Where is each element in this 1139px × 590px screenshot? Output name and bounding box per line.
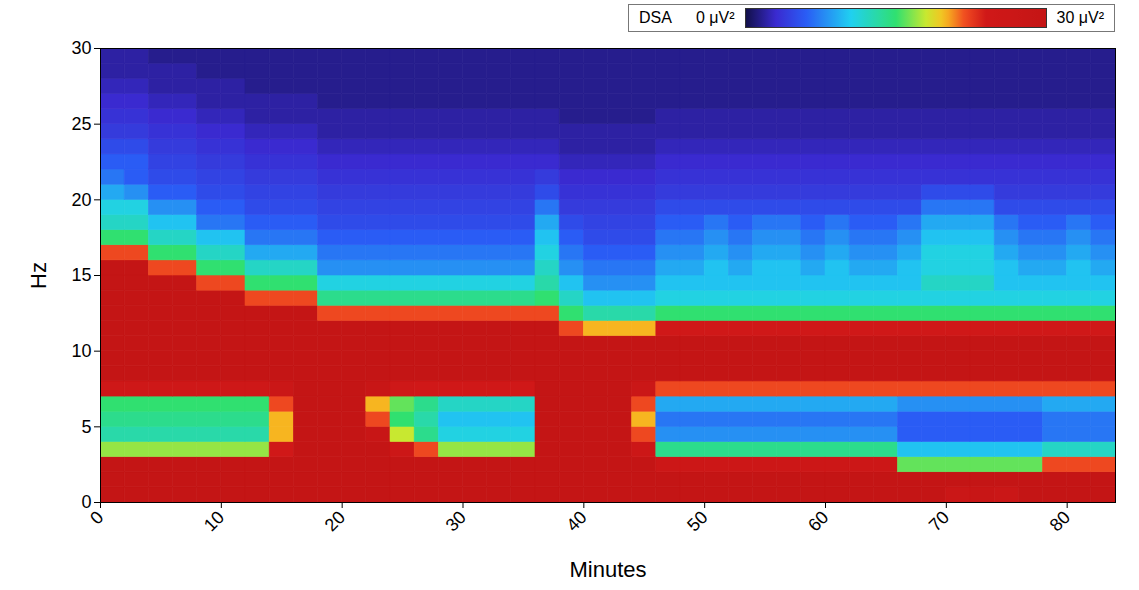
svg-text:25: 25 xyxy=(71,114,91,134)
svg-text:10: 10 xyxy=(71,341,91,361)
svg-text:30: 30 xyxy=(442,507,470,535)
svg-text:10: 10 xyxy=(200,507,228,535)
svg-text:5: 5 xyxy=(81,417,91,437)
svg-text:Hz: Hz xyxy=(26,262,51,289)
svg-text:70: 70 xyxy=(925,507,953,535)
svg-text:20: 20 xyxy=(321,507,349,535)
html-text:DSA: DSA xyxy=(639,9,672,26)
svg-text:40: 40 xyxy=(562,507,590,535)
svg-text:20: 20 xyxy=(71,190,91,210)
svg-text:60: 60 xyxy=(804,507,832,535)
svg-text:0: 0 xyxy=(86,507,107,528)
html-text:30 μV²: 30 μV² xyxy=(1056,9,1104,26)
svg-text:15: 15 xyxy=(71,265,91,285)
html-text:0 μV²: 0 μV² xyxy=(696,9,735,26)
svg-text:Minutes: Minutes xyxy=(569,557,646,582)
svg-text:0: 0 xyxy=(81,492,92,513)
svg-text:50: 50 xyxy=(683,507,711,535)
svg-text:80: 80 xyxy=(1046,507,1074,535)
svg-text:30: 30 xyxy=(71,38,91,58)
